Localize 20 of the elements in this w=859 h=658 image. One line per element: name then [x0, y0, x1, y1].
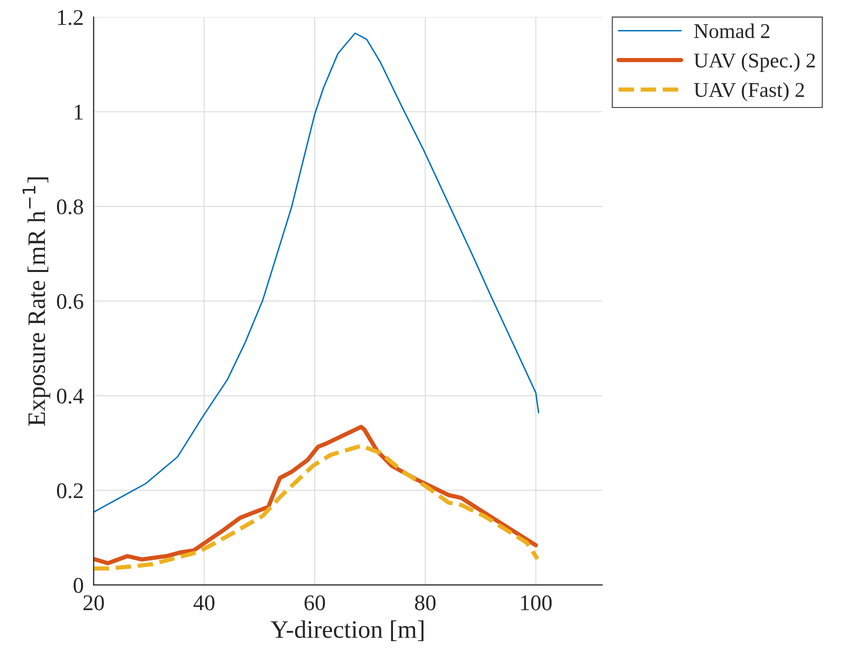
y-tick-label: 0	[74, 578, 84, 593]
x-tick-label: 60	[304, 595, 325, 610]
y-tick-label: 1	[74, 104, 83, 120]
x-tick-label: 100	[521, 595, 552, 610]
y-tick-label: 0.4	[56, 388, 84, 404]
y-tick-label: 0.8	[56, 199, 84, 214]
line-series	[94, 32, 540, 513]
y-tick-label: 1.2	[58, 10, 83, 26]
y-axis-title: Exposure Rate [mR h$^{−1}$]	[22, 177, 50, 426]
x-tick-label: 20	[83, 595, 104, 610]
legend-label: Nomad 2	[694, 23, 770, 38]
x-tick-label: 40	[194, 595, 214, 610]
line-series	[94, 444, 540, 570]
x-axis-title: Y-direction [m]	[270, 620, 424, 642]
line-series	[94, 424, 538, 566]
x-tick-label: 80	[415, 595, 436, 610]
legend-label: UAV (Fast) 2	[694, 82, 804, 102]
y-tick-label: 0.2	[56, 483, 83, 498]
legend-label: UAV (Spec.) 2	[694, 52, 815, 72]
y-tick-label: 0.6	[56, 294, 84, 310]
